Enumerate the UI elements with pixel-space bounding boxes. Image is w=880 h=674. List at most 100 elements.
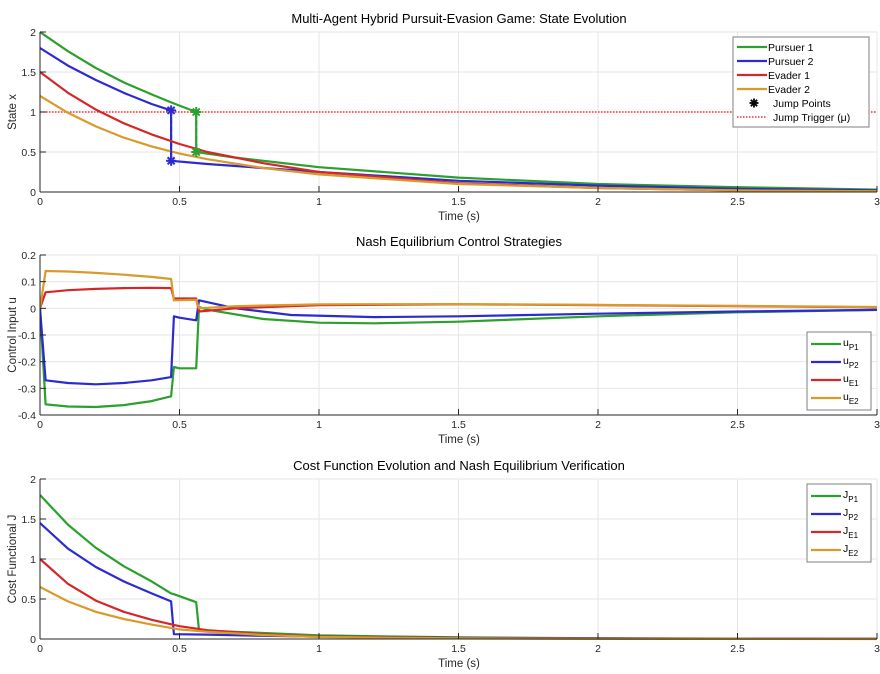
- x-tick-label: 0.5: [172, 643, 187, 655]
- x-tick-label: 1.5: [451, 643, 466, 655]
- x-tick-label: 0: [37, 419, 43, 431]
- x-tick-label: 2: [595, 419, 601, 431]
- legend-label: Evader 2: [768, 84, 810, 96]
- legend-label-main: J: [843, 507, 848, 519]
- y-tick-label: 1: [30, 554, 36, 566]
- x-tick-label: 1: [316, 643, 322, 655]
- x-axis-label: Time (s): [438, 211, 480, 223]
- star-stroke: [191, 107, 201, 117]
- legend-label: uE1: [843, 373, 859, 388]
- legend-label: Pursuer 2: [768, 56, 814, 68]
- series-line-p2: [40, 299, 877, 386]
- y-tick-label: 1: [30, 107, 36, 119]
- jump-point-marker: [166, 155, 177, 166]
- y-axis-label: Cost Functional J: [7, 515, 19, 604]
- legend-label-main: J: [843, 489, 848, 501]
- legend-label: uP1: [843, 337, 859, 352]
- legend-label-subscript: P2: [849, 361, 859, 370]
- x-tick-label: 2.5: [730, 643, 745, 655]
- y-tick-label: -0.2: [18, 357, 36, 369]
- x-axis-label: Time (s): [438, 434, 480, 446]
- legend-item: uP1: [811, 337, 859, 352]
- panel-title: Nash Equilibrium Control Strategies: [356, 234, 562, 249]
- cost-function-panel: Cost Function Evolution and Nash Equilib…: [7, 458, 880, 670]
- legend-item: Jump Trigger (μ): [737, 112, 850, 124]
- legend-label-main: u: [843, 391, 849, 403]
- jump-point-marker: [191, 107, 202, 117]
- x-axis-label: Time (s): [438, 658, 480, 670]
- legend-item: uE2: [811, 391, 859, 406]
- legend-item: uP2: [811, 355, 859, 370]
- legend-label: Evader 1: [768, 70, 810, 82]
- y-tick-label: 2: [30, 27, 36, 39]
- legend-label: uP2: [843, 355, 859, 370]
- legend-item: Evader 1: [737, 70, 810, 82]
- legend-item: JE2: [811, 543, 859, 558]
- legend-label-subscript: P2: [848, 513, 858, 522]
- jump-point-marker: [191, 147, 202, 157]
- legend: Pursuer 1 Pursuer 2 Evader 1 Evader 2 Jump P…: [732, 36, 870, 128]
- legend-item: Evader 2: [737, 84, 810, 96]
- panel-title: Cost Function Evolution and Nash Equilib…: [293, 458, 625, 473]
- legend-label: JP2: [843, 507, 859, 522]
- y-tick-label: -0.3: [18, 383, 36, 395]
- legend-label-main: u: [843, 337, 849, 349]
- legend-label-main: u: [843, 373, 849, 385]
- legend-label: Jump Points: [773, 98, 831, 110]
- series-group: [40, 269, 877, 409]
- control-strategies-panel: Nash Equilibrium Control Strategies Cont…: [7, 234, 880, 446]
- y-tick-label: 0: [30, 303, 36, 315]
- x-tick-label: 0.5: [172, 419, 187, 431]
- y-tick-label: 1.5: [21, 514, 36, 526]
- legend-label: JE1: [843, 525, 859, 540]
- series-line-e2: [40, 269, 877, 310]
- legend-box: [732, 36, 870, 128]
- x-tick-label: 1: [316, 419, 322, 431]
- legend-label: JP1: [843, 489, 859, 504]
- state-evolution-panel: Multi-Agent Hybrid Pursuit-Evasion Game:…: [7, 11, 880, 223]
- legend-label-subscript: E1: [849, 379, 859, 388]
- series-line-p1: [40, 305, 877, 409]
- x-tick-label: 2.5: [730, 419, 745, 431]
- x-tick-label: 2: [595, 196, 601, 208]
- legend-item: Pursuer 2: [737, 56, 814, 68]
- legend-label: Jump Trigger (μ): [773, 112, 850, 124]
- legend-label-main: u: [843, 355, 849, 367]
- legend-item: Pursuer 1: [737, 42, 814, 54]
- legend-label-subscript: P1: [848, 495, 858, 504]
- star-stroke: [166, 156, 176, 166]
- y-tick-label: 0.5: [21, 594, 36, 606]
- legend-item: uE1: [811, 373, 859, 388]
- y-tick-label: -0.1: [18, 330, 36, 342]
- star-stroke: [166, 106, 176, 115]
- y-tick-label: 1.5: [21, 67, 36, 79]
- y-tick-label: 0.5: [21, 147, 36, 159]
- legend-item: Jump Points: [749, 98, 831, 110]
- y-axis-label: Control Input u: [7, 297, 19, 372]
- y-tick-label: 0: [30, 634, 36, 646]
- star-stroke: [191, 147, 201, 157]
- series-line-pursuer-2: [40, 47, 877, 192]
- x-tick-label: 1.5: [451, 419, 466, 431]
- x-tick-label: 1.5: [451, 196, 466, 208]
- x-tick-label: 2: [595, 643, 601, 655]
- y-tick-label: 0.1: [21, 277, 36, 289]
- legend-label: JE2: [843, 543, 859, 558]
- x-tick-label: 2.5: [730, 196, 745, 208]
- legend-label-subscript: E1: [848, 531, 858, 540]
- y-tick-label: 2: [30, 474, 36, 486]
- legend-star-stroke: [750, 99, 758, 107]
- y-tick-label: 0.2: [21, 250, 36, 262]
- x-tick-label: 3: [874, 643, 880, 655]
- legend-label-subscript: P1: [849, 343, 859, 352]
- x-tick-label: 0: [37, 196, 43, 208]
- x-tick-label: 1: [316, 196, 322, 208]
- legend-label-main: J: [843, 543, 848, 555]
- legend-label-main: J: [843, 525, 848, 537]
- legend-label: uE2: [843, 391, 859, 406]
- jump-point-marker: [166, 105, 177, 116]
- legend-label-subscript: E2: [849, 397, 859, 406]
- x-tick-label: 0: [37, 643, 43, 655]
